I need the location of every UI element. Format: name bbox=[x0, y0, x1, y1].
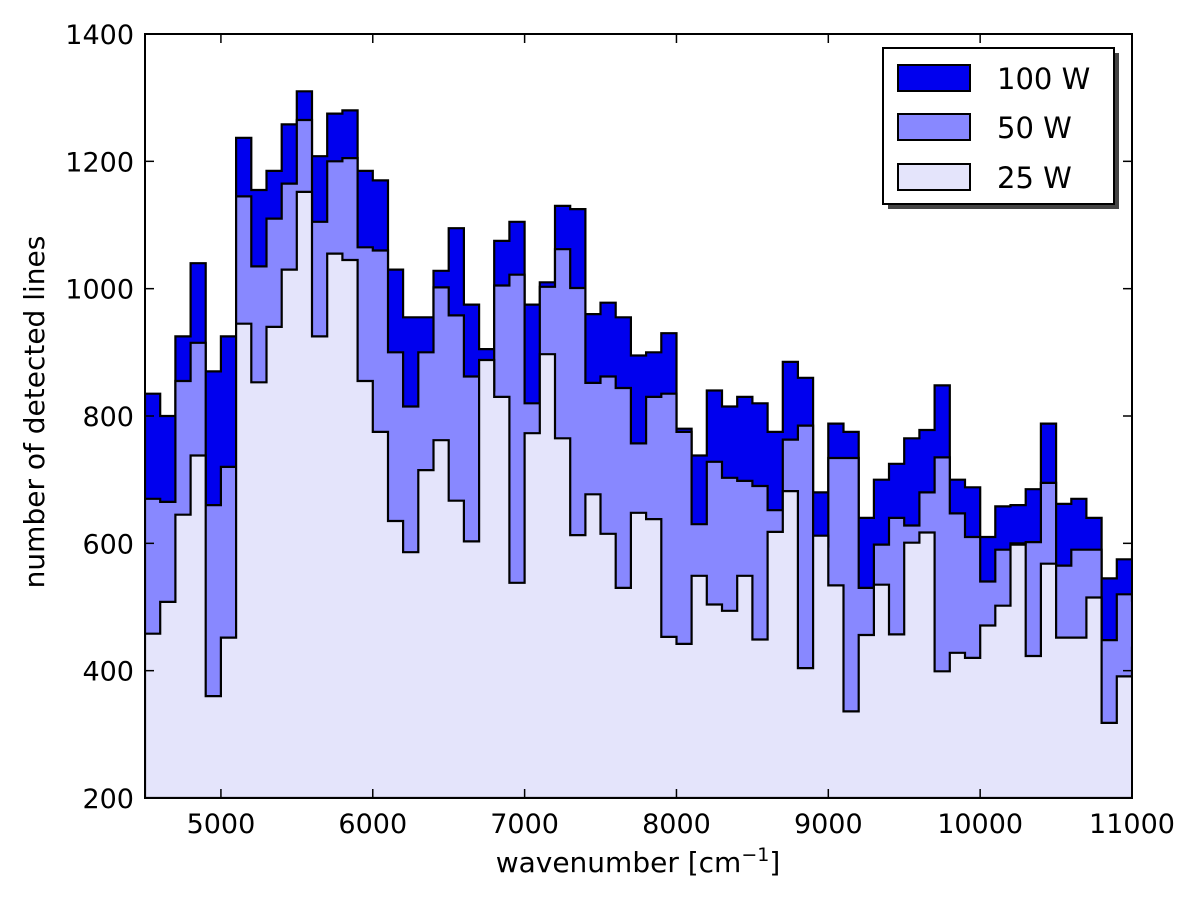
legend-label-25w: 25 W bbox=[997, 161, 1072, 195]
y-tick-label: 1400 bbox=[65, 20, 134, 51]
y-tick-label: 800 bbox=[82, 402, 134, 433]
series-25w bbox=[145, 190, 1132, 798]
x-tick-label: 9000 bbox=[794, 809, 863, 840]
legend-swatch-25w bbox=[897, 163, 971, 191]
x-axis-label-close: ] bbox=[769, 846, 780, 879]
legend-swatch-100w bbox=[897, 64, 971, 92]
x-axis-label: wavenumber [cm−1] bbox=[496, 844, 781, 879]
y-axis-label: number of detected lines bbox=[18, 236, 51, 589]
x-tick-label: 6000 bbox=[338, 809, 407, 840]
x-tick-label: 11000 bbox=[1089, 809, 1175, 840]
x-axis-label-sup: −1 bbox=[741, 844, 769, 866]
x-tick-label: 8000 bbox=[642, 809, 711, 840]
y-tick-label: 1000 bbox=[65, 275, 134, 306]
y-tick-label: 1200 bbox=[65, 147, 134, 178]
y-tick-label: 400 bbox=[82, 657, 134, 688]
x-tick-label: 5000 bbox=[187, 809, 256, 840]
legend-swatch-50w bbox=[897, 113, 971, 141]
legend: 100 W 50 W 25 W bbox=[882, 47, 1119, 209]
x-tick-label: 10000 bbox=[937, 809, 1023, 840]
legend-label-100w: 100 W bbox=[997, 62, 1090, 96]
y-tick-label: 200 bbox=[82, 784, 134, 815]
x-axis-label-text: wavenumber [cm bbox=[496, 846, 742, 879]
x-tick-label: 7000 bbox=[490, 809, 559, 840]
tick-layer: 5000 6000 7000 8000 9000 10000 11000 200 400 600 8… bbox=[65, 20, 1175, 840]
y-tick-label: 600 bbox=[82, 529, 134, 560]
legend-label-50w: 50 W bbox=[997, 111, 1072, 145]
series-layer bbox=[145, 90, 1132, 798]
